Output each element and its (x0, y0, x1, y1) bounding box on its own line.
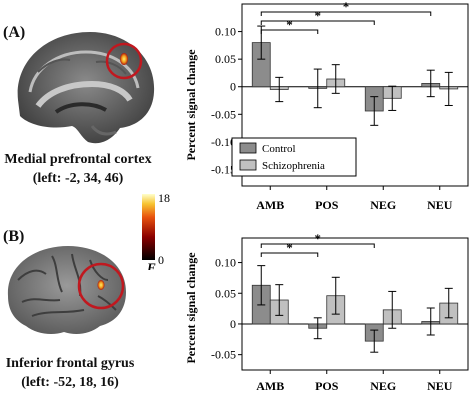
x-tick-label: NEU (427, 379, 453, 393)
significance-star: * (315, 231, 322, 246)
panel-label-b: (B) (3, 228, 25, 245)
caption-b: Inferior frontal gyrus (left: -52, 18, 1… (0, 354, 140, 392)
y-tick-label: 0.10 (215, 256, 236, 270)
chart-b: Percent signal change 0.10 0.05 0 -0.05 AMB P… (184, 231, 469, 393)
y-tick-label: -0.10 (211, 135, 236, 149)
chart-a: Percent signal change 0.10 0.05 0 -0.05 -0.1… (184, 0, 469, 212)
brain-lateral-image (2, 240, 132, 345)
significance-star: * (286, 17, 293, 32)
colorbar-min-label: 0 (158, 253, 164, 267)
significance-bracket (260, 29, 319, 34)
y-tick-label: 0.05 (215, 286, 236, 300)
colorbar-gradient (142, 194, 155, 260)
plot-frame (241, 3, 469, 187)
y-tick-label: -0.05 (211, 348, 236, 362)
y-axis-label: Percent signal change (184, 49, 198, 161)
legend-swatch-schizophrenia (239, 159, 257, 171)
y-tick-label: 0.05 (215, 52, 236, 66)
x-tick-label: NEG (370, 198, 396, 212)
y-tick-label: -0.05 (211, 107, 236, 121)
significance-bracket (260, 252, 319, 257)
colorbar-max-label: 18 (158, 191, 170, 205)
y-tick-label: -0.15 (211, 162, 236, 176)
significance-bracket (260, 11, 432, 16)
caption-a-coords: (left: -2, 34, 46) (32, 171, 124, 186)
legend: Control Schizophrenia (231, 137, 357, 177)
colorbar-stat-label: F (146, 260, 156, 270)
significance-star: * (343, 0, 350, 14)
significance-bracket (260, 243, 375, 248)
roi-circle-a (105, 42, 143, 80)
x-tick-label: AMB (256, 198, 284, 212)
y-axis-label: Percent signal change (184, 252, 198, 364)
roi-circle-b (77, 262, 125, 310)
significance-star: * (315, 8, 322, 23)
y-tick-label: 0.10 (215, 25, 236, 39)
panel-label-a: (A) (3, 24, 26, 41)
caption-a: Medial prefrontal cortex (left: -2, 34, … (0, 150, 156, 188)
caption-b-coords: (left: -52, 18, 16) (21, 375, 119, 390)
legend-swatch-control (239, 142, 257, 154)
legend-label-control: Control (262, 143, 296, 155)
significance-star: * (286, 240, 293, 255)
x-tick-label: AMB (256, 379, 284, 393)
significance-bracket (260, 20, 375, 25)
caption-a-region: Medial prefrontal cortex (4, 152, 152, 167)
colorbar: 18 0 F (141, 190, 181, 275)
y-tick-label: 0 (230, 80, 236, 94)
x-tick-label: POS (315, 198, 339, 212)
x-tick-label: POS (315, 379, 339, 393)
x-tick-label: NEU (427, 198, 453, 212)
caption-b-region: Inferior frontal gyrus (5, 356, 135, 371)
plot-frame (241, 237, 469, 371)
legend-label-schizophrenia: Schizophrenia (262, 160, 325, 172)
x-tick-label: NEG (370, 379, 396, 393)
brain-sagittal-image (8, 22, 158, 155)
y-tick-label: 0 (230, 317, 236, 331)
